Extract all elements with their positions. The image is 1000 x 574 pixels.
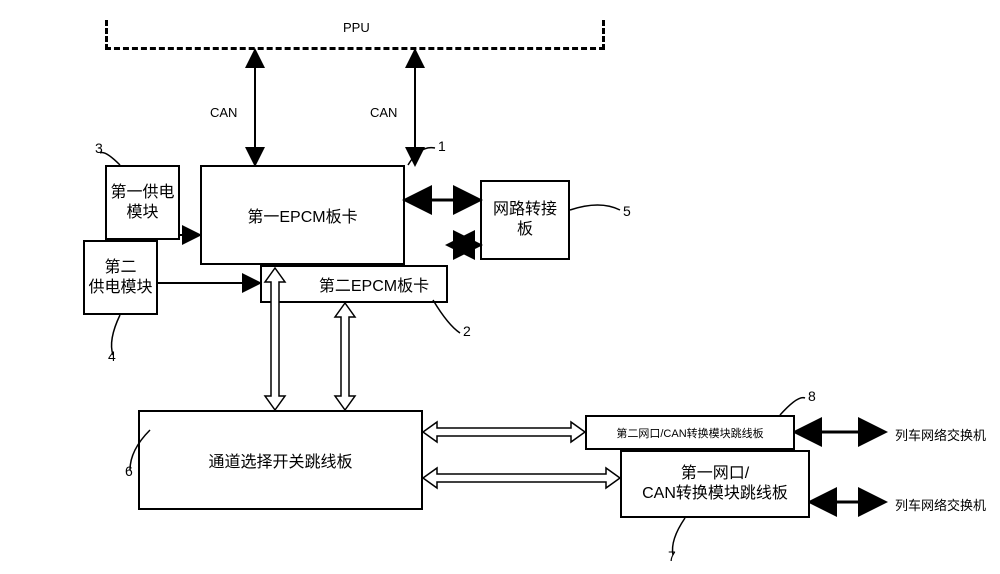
epcm1-label: 第一EPCM板卡	[247, 203, 357, 227]
epcm1-box: 第一EPCM板卡	[200, 165, 405, 265]
callout-1: 1	[438, 138, 446, 154]
hollow-arrow-v2	[335, 303, 355, 410]
conv2-label: 第二网口/CAN转换模块跳线板	[616, 425, 763, 441]
can2-label: CAN	[370, 105, 397, 120]
hollow-arrow-h2	[423, 468, 620, 488]
epcm2-box: 第二EPCM板卡	[260, 265, 448, 303]
out2-label: 列车网络交换机	[895, 495, 986, 514]
psu1-box: 第一供电模块	[105, 165, 180, 240]
ppu-label: PPU	[343, 20, 370, 35]
conv2-box: 第二网口/CAN转换模块跳线板	[585, 415, 795, 450]
callout-4: 4	[108, 348, 116, 364]
switchboard-label: 通道选择开关跳线板	[208, 448, 352, 472]
diagram-canvas: PPU 第一EPCM板卡 第二EPCM板卡 第一供电模块 第二供电模块 网路转接…	[0, 0, 1000, 574]
out1-label: 列车网络交换机	[895, 425, 986, 444]
netboard-label: 网路转接板	[493, 200, 557, 240]
can1-label: CAN	[210, 105, 237, 120]
netboard-box: 网路转接板	[480, 180, 570, 260]
callout-3: 3	[95, 140, 103, 156]
switchboard-box: 通道选择开关跳线板	[138, 410, 423, 510]
hollow-arrow-h1	[423, 422, 585, 442]
conv1-box: 第一网口/CAN转换模块跳线板	[620, 450, 810, 518]
psu2-box: 第二供电模块	[83, 240, 158, 315]
callout-6: 6	[125, 463, 133, 479]
callout-5: 5	[623, 203, 631, 219]
callout-8: 8	[808, 388, 816, 404]
callout-7: 7	[668, 548, 676, 564]
callout-2: 2	[463, 323, 471, 339]
psu2-label: 第二供电模块	[88, 258, 152, 298]
conv1-label: 第一网口/CAN转换模块跳线板	[642, 464, 788, 504]
epcm2-label: 第二EPCM板卡	[279, 272, 429, 296]
psu1-label: 第一供电模块	[110, 183, 174, 223]
